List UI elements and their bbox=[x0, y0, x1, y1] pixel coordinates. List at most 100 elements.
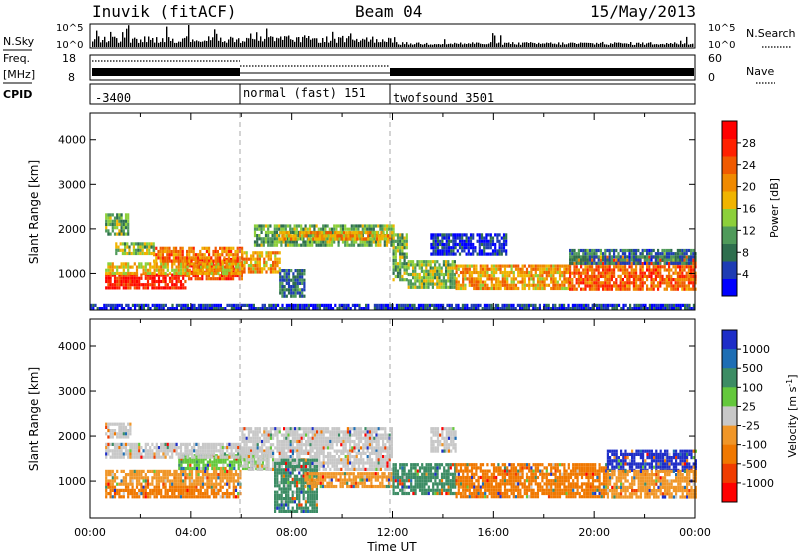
data-cell bbox=[213, 446, 215, 449]
data-cell bbox=[116, 304, 118, 307]
noise-bar bbox=[384, 42, 385, 48]
data-cell bbox=[662, 304, 664, 307]
data-cell bbox=[158, 286, 160, 289]
data-cell bbox=[193, 266, 195, 269]
data-cell bbox=[355, 228, 357, 231]
noise-bar bbox=[392, 43, 393, 47]
data-cell bbox=[135, 252, 137, 255]
data-cell bbox=[470, 233, 472, 236]
y-tick-label: 1000 bbox=[58, 267, 86, 280]
data-cell bbox=[135, 249, 137, 252]
noise-bar bbox=[560, 45, 561, 47]
data-cell bbox=[171, 274, 173, 277]
data-cell bbox=[107, 217, 109, 220]
data-cell bbox=[615, 284, 617, 287]
data-cell bbox=[670, 284, 672, 287]
data-cell bbox=[653, 288, 655, 291]
data-cell bbox=[664, 249, 666, 252]
data-cell bbox=[134, 446, 136, 449]
data-cell bbox=[200, 446, 202, 449]
data-cell bbox=[598, 272, 600, 275]
data-cell bbox=[384, 224, 386, 227]
data-cell bbox=[352, 234, 354, 237]
data-cell bbox=[297, 272, 299, 275]
data-cell bbox=[243, 443, 245, 446]
data-cell bbox=[201, 277, 203, 280]
data-cell bbox=[421, 276, 423, 279]
data-cell bbox=[493, 274, 495, 277]
data-cell bbox=[659, 265, 661, 268]
data-cell bbox=[156, 262, 158, 265]
data-cell bbox=[528, 304, 530, 307]
data-cell bbox=[202, 456, 204, 459]
data-cell bbox=[118, 229, 120, 232]
data-cell bbox=[125, 446, 127, 449]
data-cell bbox=[235, 262, 237, 265]
data-cell bbox=[430, 273, 432, 276]
data-cell bbox=[195, 277, 197, 280]
data-cell bbox=[173, 449, 175, 452]
data-cell bbox=[276, 443, 278, 446]
data-cell bbox=[655, 272, 657, 275]
noise-bar bbox=[104, 37, 105, 47]
y-tick-label: 4000 bbox=[58, 134, 86, 147]
data-cell bbox=[127, 492, 129, 495]
data-cell bbox=[332, 234, 334, 237]
data-cell bbox=[147, 449, 149, 452]
data-cell bbox=[430, 276, 432, 279]
data-cell bbox=[129, 280, 131, 283]
data-cell bbox=[657, 288, 659, 291]
data-cell bbox=[114, 226, 116, 229]
data-cell bbox=[338, 224, 340, 227]
data-cell bbox=[408, 279, 410, 282]
data-cell bbox=[198, 492, 200, 495]
data-cell bbox=[259, 251, 261, 254]
data-cell bbox=[165, 492, 167, 495]
data-cell bbox=[237, 449, 239, 452]
noise-bar bbox=[616, 43, 617, 47]
noise-bar bbox=[544, 44, 545, 47]
data-cell bbox=[611, 272, 613, 275]
data-cell bbox=[268, 254, 270, 257]
data-cell bbox=[116, 489, 118, 492]
data-cell bbox=[292, 275, 294, 278]
data-cell bbox=[215, 473, 217, 476]
data-cell bbox=[269, 224, 271, 227]
data-cell bbox=[189, 272, 191, 275]
data-cell bbox=[248, 430, 250, 433]
data-cell bbox=[569, 272, 571, 275]
data-cell bbox=[234, 256, 236, 259]
noise-bar bbox=[126, 29, 127, 47]
noise-bar bbox=[664, 45, 665, 48]
data-cell bbox=[622, 252, 624, 255]
data-cell bbox=[187, 492, 189, 495]
data-cell bbox=[526, 284, 528, 287]
data-cell bbox=[285, 434, 287, 437]
data-cell bbox=[648, 275, 650, 278]
data-cell bbox=[351, 244, 353, 247]
data-cell bbox=[169, 277, 171, 280]
data-cell bbox=[276, 446, 278, 449]
data-cell bbox=[118, 283, 120, 286]
data-cell bbox=[112, 223, 114, 226]
data-cell bbox=[393, 240, 395, 243]
data-cell bbox=[279, 269, 281, 272]
data-cell bbox=[642, 304, 644, 307]
data-cell bbox=[617, 255, 619, 258]
data-cell bbox=[436, 276, 438, 279]
data-cell bbox=[147, 483, 149, 486]
data-cell bbox=[501, 249, 503, 252]
noise-bar bbox=[338, 37, 339, 47]
data-cell bbox=[631, 255, 633, 258]
data-cell bbox=[546, 274, 548, 277]
data-cell bbox=[686, 275, 688, 278]
data-cell bbox=[650, 272, 652, 275]
data-cell bbox=[272, 261, 274, 264]
data-cell bbox=[550, 271, 552, 274]
data-cell bbox=[112, 476, 114, 479]
data-cell bbox=[165, 456, 167, 459]
data-cell bbox=[116, 217, 118, 220]
noise-bar bbox=[510, 44, 511, 47]
data-cell bbox=[637, 249, 639, 252]
